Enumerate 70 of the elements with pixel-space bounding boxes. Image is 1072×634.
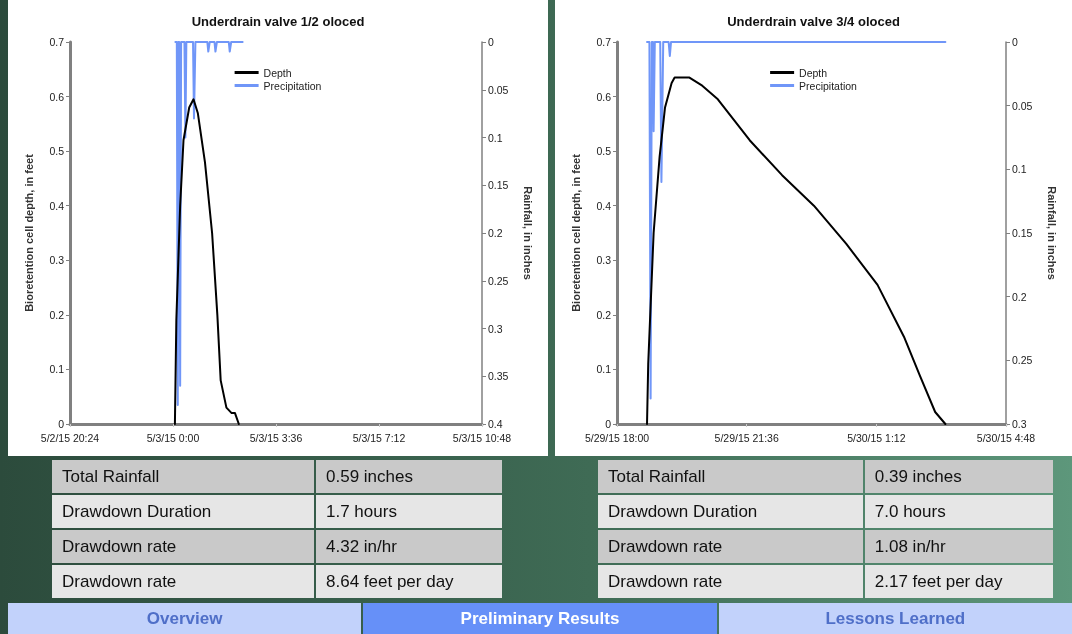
y-axis-title: Bioretention cell depth, in feet [569, 153, 582, 312]
legend-label: Depth [799, 66, 828, 79]
y-tick-label: 0.1 [49, 363, 65, 376]
y-tick-label: 0.2 [49, 308, 65, 321]
y2-axis-title: Rainfall, in inches [1045, 186, 1058, 280]
chart-title: Underdrain valve 3/4 oloced [727, 14, 900, 29]
text: Drawdown Duration [598, 495, 863, 528]
y-tick-label: 0.5 [596, 145, 612, 158]
text: 8.64 feet per day [316, 565, 502, 598]
text: 1.7 hours [316, 495, 502, 528]
y-tick-label: 0.7 [596, 36, 612, 48]
y-tick-label: 0.7 [49, 36, 65, 48]
x-tick-label: 5/29/15 21:36 [714, 431, 779, 444]
y2-tick-label: 0.25 [488, 274, 509, 287]
y2-tick-label: 0.35 [488, 370, 509, 383]
x-tick-label: 5/3/15 10:48 [452, 431, 512, 444]
chart-title: Underdrain valve 1/2 oloced [191, 14, 365, 29]
y2-tick-label: 0.05 [1012, 99, 1033, 112]
text: Overview [8, 603, 362, 634]
y2-tick-label: 0 [488, 36, 494, 48]
text: Total Rainfall [52, 460, 314, 493]
y2-tick-label: 0.15 [488, 179, 509, 192]
y2-tick-label: 0.1 [1012, 163, 1027, 176]
y-tick-label: 0.4 [49, 199, 65, 212]
y2-tick-label: 0.25 [1012, 354, 1033, 367]
legend-label: Precipitation [799, 79, 858, 92]
y2-tick-label: 0.1 [488, 131, 503, 144]
x-tick-label: 5/29/15 18:00 [584, 431, 650, 444]
y-tick-label: 0 [605, 418, 612, 430]
text: 1.08 in/hr [864, 530, 1053, 563]
y2-tick-label: 0.2 [488, 227, 503, 239]
text: 4.32 in/hr [316, 530, 502, 563]
text: Preliminary Results [363, 603, 717, 634]
x-tick-label: 5/2/15 20:24 [40, 431, 100, 444]
text: Drawdown rate [52, 530, 314, 563]
text: Total Rainfall [598, 460, 863, 493]
text: 2.17 feet per day [864, 565, 1053, 598]
y-tick-label: 0.6 [596, 90, 612, 103]
y2-tick-label: 0.4 [488, 418, 503, 430]
text: 0.39 inches [864, 460, 1053, 493]
y2-tick-label: 0 [1012, 36, 1018, 48]
x-tick-label: 5/3/15 3:36 [249, 431, 303, 444]
text: Drawdown rate [598, 565, 863, 598]
y-tick-label: 0.5 [49, 145, 65, 158]
y2-tick-label: 0.2 [1012, 290, 1027, 303]
text: Drawdown rate [52, 565, 314, 598]
y2-tick-label: 0.3 [1012, 418, 1027, 430]
y2-tick-label: 0.15 [1012, 227, 1033, 239]
text: Drawdown Duration [52, 495, 314, 528]
y-tick-label: 0.4 [596, 199, 612, 212]
text: 0.59 inches [316, 460, 502, 493]
y2-axis-title: Rainfall, in inches [521, 186, 534, 280]
y-tick-label: 0 [58, 418, 65, 430]
legend-label: Precipitation [263, 79, 322, 92]
y-axis-title: Bioretention cell depth, in feet [22, 153, 35, 312]
x-tick-label: 5/30/15 1:12 [847, 431, 906, 444]
y-tick-label: 0.1 [596, 363, 612, 376]
text: Lessons Learned [718, 603, 1072, 634]
y-tick-label: 0.3 [596, 254, 612, 267]
y2-tick-label: 0.3 [488, 322, 503, 335]
y2-tick-label: 0.05 [488, 83, 509, 96]
legend-label: Depth [263, 66, 292, 79]
y-tick-label: 0.2 [596, 308, 612, 321]
text: 7.0 hours [864, 495, 1053, 528]
y-tick-label: 0.6 [49, 90, 65, 103]
x-tick-label: 5/3/15 0:00 [146, 431, 200, 444]
x-tick-label: 5/3/15 7:12 [352, 431, 406, 444]
y-tick-label: 0.3 [49, 254, 65, 267]
x-tick-label: 5/30/15 4:48 [976, 431, 1036, 444]
text: Drawdown rate [598, 530, 863, 563]
